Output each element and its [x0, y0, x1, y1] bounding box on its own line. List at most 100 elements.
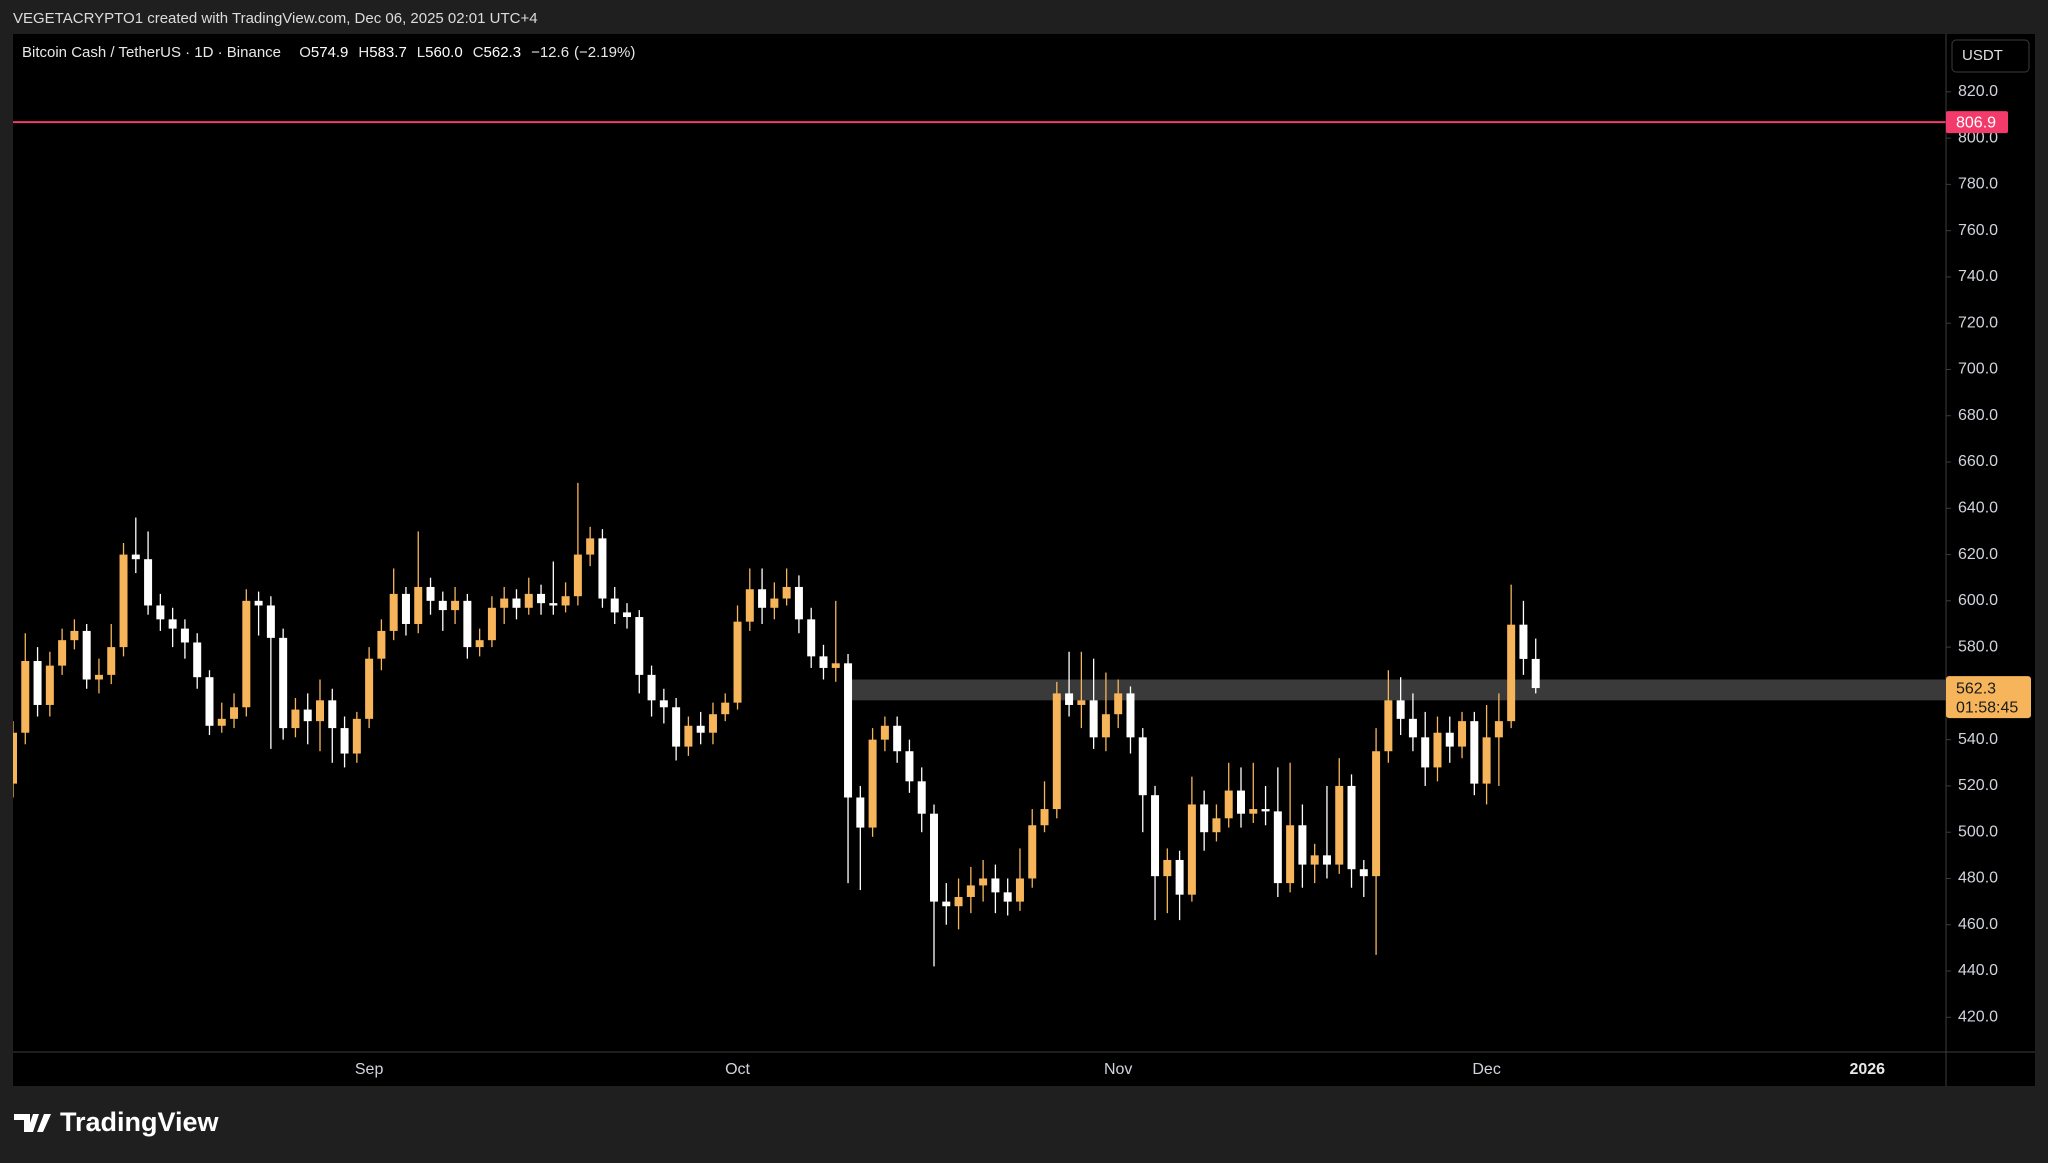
candle-body [807, 619, 816, 657]
candle-body [254, 600, 263, 606]
symbol-legend: Bitcoin Cash / TetherUS · 1D · Binance O… [22, 44, 635, 61]
candle-body [1396, 700, 1405, 719]
y-tick-label: 540.0 [1958, 731, 1998, 748]
legend-change: −12.6 [531, 44, 569, 61]
y-tick-label: 660.0 [1958, 453, 1998, 470]
y-tick-label: 600.0 [1958, 592, 1998, 609]
candle-body [144, 559, 153, 606]
candle-body [1519, 624, 1528, 659]
candle-body [1163, 859, 1172, 877]
y-tick-label: 820.0 [1958, 83, 1998, 100]
legend-change-pct: (−2.19%) [574, 44, 635, 61]
horizontal-line-label: 806.9 [1956, 114, 1996, 131]
candle-body [168, 619, 177, 629]
candle-body [1187, 804, 1196, 895]
candle-body [414, 586, 423, 624]
y-tick-label: 480.0 [1958, 870, 1998, 887]
candle-body [1372, 751, 1381, 877]
x-tick-label: Oct [725, 1061, 750, 1078]
candle-body [1408, 718, 1417, 738]
candle-body [1028, 825, 1037, 879]
candle-body [328, 700, 337, 729]
candle-body [979, 878, 988, 886]
candle-body [1458, 721, 1467, 747]
y-tick-label: 520.0 [1958, 777, 1998, 794]
candle-body [659, 700, 668, 708]
candle-body [426, 586, 435, 601]
candle-body [586, 538, 595, 555]
currency-label[interactable]: USDT [1962, 47, 2003, 64]
candle-body [70, 630, 79, 641]
candle-body [1359, 869, 1368, 877]
candle-body [1212, 818, 1221, 833]
candle-body [500, 598, 509, 608]
candle-body [156, 605, 165, 620]
candle-body [1175, 859, 1184, 895]
y-tick-label: 680.0 [1958, 407, 1998, 424]
legend-key: H [358, 44, 369, 61]
candle-body [1494, 721, 1503, 738]
candle-body [721, 702, 730, 715]
candle-body [524, 593, 533, 608]
y-tick-label: 580.0 [1958, 638, 1998, 655]
candle-body [475, 640, 484, 648]
candle-body [856, 797, 865, 828]
candle-body [58, 640, 67, 666]
candle-body [352, 718, 361, 754]
axes: 420.0440.0460.0480.0500.0520.0540.0560.0… [355, 83, 2031, 1078]
candle-body [1052, 693, 1061, 810]
legend-value: 560.0 [425, 44, 463, 61]
candle-body [672, 707, 681, 747]
candle-body [1249, 809, 1258, 814]
candle-body [930, 813, 938, 902]
y-tick-label: 460.0 [1958, 916, 1998, 933]
candle-body [1286, 825, 1295, 884]
candle-body [119, 554, 128, 648]
candle-body [991, 878, 1000, 893]
candle-body [573, 554, 582, 597]
candle-body [1101, 714, 1110, 738]
candle-body [82, 630, 91, 680]
logo-icon [14, 1114, 51, 1132]
candle-body [94, 674, 103, 680]
candle-body [1065, 693, 1074, 705]
candle-body [745, 589, 754, 622]
candle-body [819, 656, 828, 668]
candle-body [635, 617, 644, 675]
candle-body [438, 600, 447, 611]
candle-body [217, 718, 226, 726]
x-tick-label: Nov [1104, 1061, 1132, 1078]
currency-button[interactable] [1951, 39, 2030, 73]
last-price-bg [1946, 676, 2031, 719]
y-tick-label: 720.0 [1958, 314, 1998, 331]
candle-body [733, 621, 742, 703]
candle-body [242, 600, 251, 708]
candle-body [758, 589, 767, 608]
candle-body [1040, 809, 1049, 826]
candle-body [13, 732, 17, 784]
horizontal-line-label-bg [1946, 111, 2008, 134]
candle-body [696, 725, 705, 733]
candle-body [1507, 624, 1516, 722]
chart-panel [13, 34, 2035, 1086]
candle-body [905, 751, 914, 782]
candle-body [107, 647, 116, 675]
candle-body [401, 593, 410, 624]
candle-body [917, 781, 926, 814]
legend-key: C [473, 44, 484, 61]
candle-body [1310, 855, 1319, 865]
candle-body [942, 901, 951, 907]
y-tick-label: 800.0 [1958, 129, 1998, 146]
y-tick-label: 640.0 [1958, 500, 1998, 517]
candle-body [1273, 811, 1282, 884]
candle-body [1445, 732, 1454, 747]
legend-value: 562.3 [484, 44, 522, 61]
candle-body [770, 598, 779, 608]
candle-body [1138, 737, 1147, 796]
candle-body [844, 663, 853, 798]
y-tick-label: 740.0 [1958, 268, 1998, 285]
candle-body [316, 700, 324, 722]
candle-body [279, 637, 288, 729]
candle-body [1347, 785, 1356, 870]
